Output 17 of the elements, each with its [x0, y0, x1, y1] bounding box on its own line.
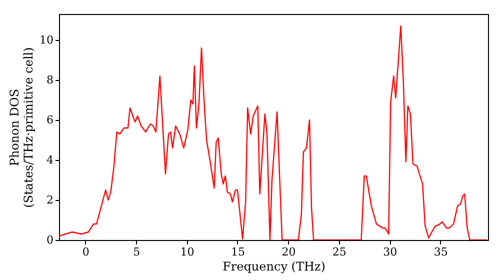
x-tick-label: 10	[180, 246, 194, 258]
y-tick-label: 10	[40, 34, 54, 46]
y-tick-label: 8	[46, 74, 54, 86]
x-tick-label: 5	[133, 246, 140, 258]
x-tick-label: 20	[282, 246, 296, 258]
x-tick-label: 35	[434, 246, 448, 258]
x-tick-label: 25	[332, 246, 346, 258]
y-tick-label: 2	[46, 194, 54, 206]
y-axis-title: Phonon DOS (States/THz·primitive cell)	[8, 47, 36, 208]
y-tick-label: 0	[46, 234, 54, 246]
x-tick-label: 0	[82, 246, 90, 258]
y-tick-label: 4	[46, 154, 54, 166]
x-tick-label: 15	[230, 246, 245, 258]
x-tick-label: 30	[383, 246, 398, 258]
line-series	[59, 25, 488, 240]
x-axis-title: Frequency (THz)	[222, 260, 326, 274]
y-tick-label: 6	[46, 114, 54, 126]
